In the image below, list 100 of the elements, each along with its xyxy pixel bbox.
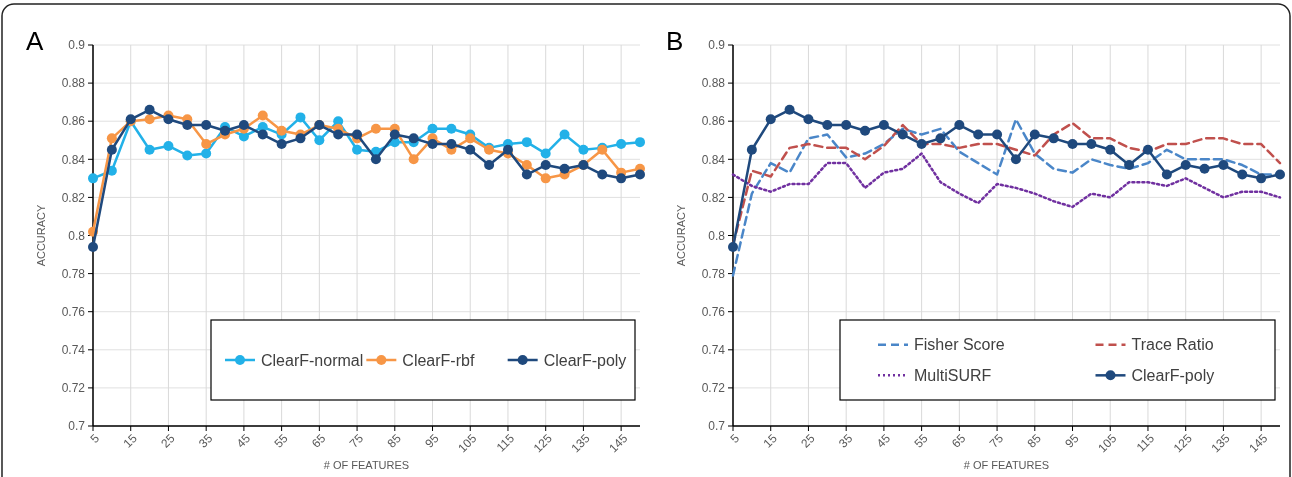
point [1142,144,1153,155]
point [1161,169,1172,180]
legend-label: ClearF-rbf [402,351,475,369]
point [295,112,306,123]
point [954,120,965,131]
point [1067,139,1078,150]
x-tick-label: 65 [949,430,969,451]
x-tick-label: 65 [309,430,329,451]
point [559,129,570,140]
x-tick-label: 35 [195,430,216,451]
x-tick-label: 115 [493,430,518,455]
point [144,114,155,125]
x-tick-label: 95 [1062,430,1082,451]
point [106,144,117,155]
legend-label: ClearF-normal [261,351,364,369]
point [559,163,570,174]
x-tick-label: 125 [1170,430,1195,456]
point [1029,129,1040,140]
point [521,160,532,171]
point [540,160,551,171]
point [521,137,532,148]
point [728,241,738,252]
y-tick-label: 0.8 [708,228,726,243]
x-tick-label: 55 [271,430,291,451]
point [1010,154,1021,165]
x-tick-label: 75 [346,430,367,451]
point [276,139,287,150]
y-tick-label: 0.86 [701,114,726,129]
point [1199,163,1210,174]
point [182,120,193,131]
legend-label: ClearF-poly [543,351,627,369]
y-tick-label: 0.76 [61,304,86,319]
x-tick-label: 95 [422,430,442,451]
point [370,123,381,134]
y-tick-label: 0.9 [68,38,86,53]
point [973,129,984,140]
y-tick-label: 0.7 [68,419,86,434]
point [465,133,476,144]
y-tick-label: 0.74 [61,343,86,357]
x-tick-label: 15 [120,430,141,451]
point [427,139,438,150]
point [1180,160,1191,171]
point [935,133,946,144]
point [540,173,551,184]
point [521,169,532,180]
point [257,110,268,121]
x-tick-label: 5 [727,430,743,446]
point [784,104,795,115]
point [860,125,871,136]
point [502,144,513,155]
point [389,129,400,140]
point [765,114,776,125]
point [220,125,231,136]
point [1105,144,1116,155]
x-tick-label: 125 [530,430,555,456]
point [333,129,344,140]
chart-title: B [666,26,684,56]
point [1218,160,1229,171]
point [878,120,889,131]
x-axis-title: # OF FEATURES [963,459,1050,471]
point [540,148,551,159]
point [352,144,363,155]
point [841,120,852,131]
y-tick-label: 0.88 [61,76,86,91]
x-axis-title: # OF FEATURES [323,459,410,471]
point [446,139,457,150]
point [201,120,212,131]
x-tick-label: 105 [1095,430,1120,456]
point [182,150,193,161]
legend-label: Trace Ratio [1131,336,1214,354]
point [163,140,174,151]
y-tick-label: 0.88 [701,76,726,91]
x-tick-label: 15 [760,430,781,451]
point [578,144,589,155]
point [635,137,645,148]
y-tick-label: 0.82 [61,190,86,205]
point [163,114,174,125]
point [1124,160,1135,171]
point [746,144,757,155]
point [408,133,419,144]
y-tick-label: 0.76 [701,304,726,319]
x-tick-label: 105 [455,430,480,456]
x-tick-label: 25 [798,430,818,451]
y-tick-label: 0.82 [701,190,726,205]
y-tick-label: 0.84 [701,152,726,167]
point [484,160,495,171]
point [408,154,419,165]
point [144,144,155,155]
point [88,241,98,252]
x-tick-label: 145 [606,430,631,456]
x-tick-label: 5 [87,430,103,446]
y-tick-label: 0.78 [61,266,86,281]
point [465,144,476,155]
y-tick-label: 0.7 [708,419,726,434]
x-tick-label: 135 [568,430,593,456]
point [1048,133,1059,144]
legend-label: Fisher Score [914,336,1005,354]
y-tick-label: 0.72 [701,381,726,396]
point [106,133,117,144]
point [1237,169,1248,180]
